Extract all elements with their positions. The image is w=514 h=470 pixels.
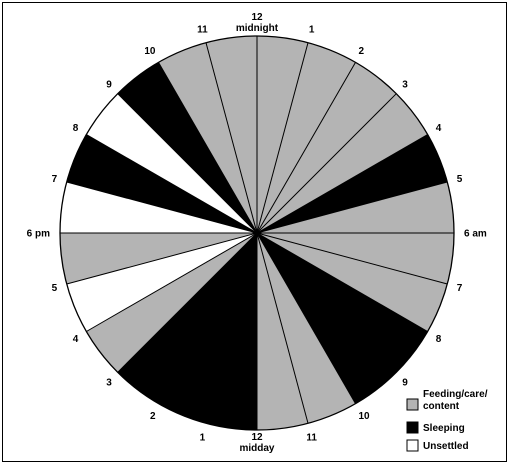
hour-label-22: 10 [144,46,156,57]
legend-label-unsettled: Unsettled [423,441,469,452]
hour-line-11 [256,232,309,424]
hour-label-1: 1 [309,25,315,36]
hour-labels: 12 midnight 1 2 3 4 5 6 am 7 8 9 10 11 12 midday 1 2 3 4 5 6… [27,12,487,454]
hour-line-3 [256,93,397,234]
hour-label-13: 1 [200,432,206,443]
hour-line-23 [205,42,258,234]
segment-feeding-1 [257,42,356,234]
hour-line-8 [256,232,428,332]
hour-label-19: 7 [52,174,58,185]
hour-label-5: 5 [457,174,463,185]
segment-feeding-9 [257,233,356,424]
hour-label-16: 4 [73,334,79,345]
segment-feeding-12 [86,233,257,373]
clock-outline [59,35,455,431]
hour-line-9 [256,232,397,373]
legend-swatch-unsettled [406,439,419,452]
hour-label-4: 4 [436,123,442,134]
hour-label-10: 10 [359,411,371,422]
legend-label-feeding: Feeding/care/content [423,389,488,412]
hour-line-21 [117,93,258,234]
hour-label-11: 11 [306,432,317,443]
hour-line-22 [158,62,258,234]
legend-swatch-feeding [406,398,419,411]
hour-lines [60,36,454,430]
hour-line-15 [117,232,258,373]
hour-label-2: 2 [359,46,365,57]
hour-label-18: 6 pm [27,229,50,240]
hour-line-10 [256,232,356,404]
hour-label-17: 5 [52,283,58,294]
segment-sleeping-16 [66,134,258,233]
segment-sleeping-18 [117,62,257,233]
segment-unsettled-13 [66,233,258,332]
segment-feeding-3 [257,93,428,233]
diagram-frame [2,2,507,462]
legend: Feeding/care/content Sleeping Unsettled [406,389,488,452]
hour-line-14 [158,232,258,404]
hour-line-13 [205,232,258,424]
hour-label-20: 8 [73,123,79,134]
segment-sleeping-4 [257,134,448,233]
hour-label-0: 12 midnight [236,12,279,34]
hour-line-20 [86,134,258,234]
hour-label-3: 3 [402,79,408,90]
hour-label-8: 8 [436,334,442,345]
legend-label-sleeping: Sleeping [423,423,465,434]
hour-line-19 [66,181,258,234]
hour-label-12: 12 midday [239,432,274,454]
segment-sleeping-11 [117,233,257,430]
segment-feeding-19 [158,42,257,234]
hour-line-17 [66,232,258,285]
hour-label-15: 3 [106,378,112,389]
hour-label-6: 6 am [464,229,487,240]
hour-line-16 [86,232,258,332]
hour-label-14: 2 [150,411,156,422]
hour-line-1 [256,42,309,234]
hour-label-9: 9 [402,378,408,389]
segment-feeding-7 [257,233,448,332]
segment-feeding-2 [257,62,397,233]
hour-label-21: 9 [106,79,112,90]
hour-line-5 [256,181,448,234]
hour-line-7 [256,232,448,285]
segment-unsettled-17 [86,93,257,233]
hour-label-7: 7 [457,283,463,294]
hour-label-23: 11 [197,25,208,36]
hour-line-2 [256,62,356,234]
legend-swatch-sleeping [406,421,419,434]
hour-line-4 [256,134,428,234]
